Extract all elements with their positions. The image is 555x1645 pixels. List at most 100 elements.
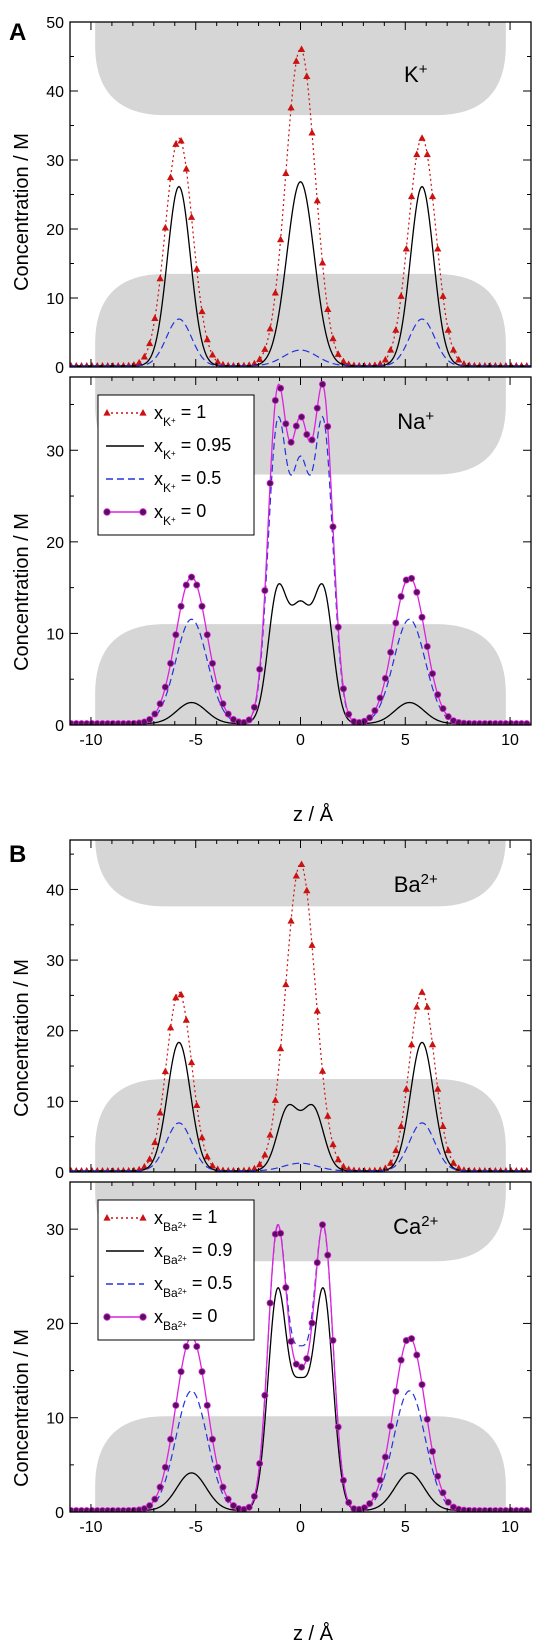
series-marker: [413, 588, 421, 596]
series-marker: [429, 1447, 437, 1455]
series-marker: [318, 1067, 327, 1074]
series-marker: [298, 1363, 306, 1371]
y-tick-label: 40: [46, 84, 64, 101]
series-marker: [287, 438, 295, 446]
series-marker: [418, 1381, 426, 1389]
series-marker: [140, 352, 148, 360]
series-marker: [371, 707, 379, 715]
plot-ba-2plus: 0 10 20 30 40 Ba2+: [46, 839, 532, 1182]
series-marker: [303, 886, 311, 894]
legend-label: xBa2+ = 0.5: [154, 1273, 232, 1300]
series-marker: [271, 396, 279, 404]
y-tick-label: 20: [46, 1024, 64, 1041]
series-marker: [439, 292, 447, 299]
series-marker: [182, 1342, 190, 1350]
series-marker: [276, 1044, 285, 1052]
series-marker: [334, 1155, 342, 1163]
series-marker: [282, 980, 290, 988]
series-marker: [303, 1355, 311, 1363]
y-tick-label: 10: [46, 291, 64, 308]
series-marker: [366, 714, 374, 722]
y-axis-label-1: Concentration / M: [11, 133, 33, 291]
series-marker: [392, 1387, 400, 1395]
pore-band-bottom: [95, 1079, 506, 1172]
series-marker: [313, 404, 321, 412]
series-marker: [187, 1058, 196, 1066]
y-tick-label: 0: [55, 1505, 64, 1522]
series-marker: [402, 1085, 410, 1092]
series-marker: [345, 710, 353, 718]
series-marker: [308, 436, 316, 444]
series-marker: [166, 1023, 175, 1031]
series-marker: [292, 57, 300, 64]
series-marker: [182, 1016, 190, 1023]
legend-marker: [139, 508, 147, 516]
x-tick-label: 5: [401, 1519, 410, 1536]
pore-band-bottom: [95, 1416, 506, 1512]
series-marker: [166, 173, 175, 181]
series-marker: [156, 1108, 164, 1116]
series-marker: [208, 1435, 216, 1443]
series-marker: [261, 1150, 269, 1158]
series-marker: [439, 1122, 447, 1129]
series-marker: [444, 1146, 452, 1154]
series-marker: [376, 1476, 384, 1484]
legend-marker: [103, 1313, 111, 1321]
series-marker: [313, 1007, 321, 1014]
x-axis-label-b: z / Å: [293, 1622, 334, 1645]
series-marker: [439, 1489, 447, 1497]
series-marker: [203, 1152, 211, 1160]
series-marker: [434, 1085, 442, 1092]
series-marker: [292, 1360, 300, 1368]
series-marker: [397, 1356, 405, 1364]
y-tick-label: 0: [55, 1165, 64, 1182]
series-marker: [271, 288, 279, 296]
series-marker: [277, 384, 285, 392]
series-marker: [282, 169, 290, 177]
series-marker: [297, 860, 306, 868]
series-marker: [376, 694, 384, 702]
series-marker: [193, 1342, 201, 1350]
series-marker: [256, 1160, 264, 1168]
series-marker: [387, 1422, 395, 1430]
x-tick-label: -5: [189, 732, 203, 749]
y-tick-label: 20: [46, 222, 64, 239]
series-marker: [261, 345, 269, 352]
series-marker: [198, 602, 206, 610]
series-marker: [324, 423, 332, 431]
series-marker: [423, 150, 431, 158]
series-marker: [177, 990, 185, 998]
pore-band-bottom: [95, 273, 506, 367]
series-marker: [444, 713, 452, 721]
series-marker: [428, 1040, 437, 1048]
series-marker: [214, 1463, 222, 1471]
series-marker: [360, 717, 368, 725]
series-marker: [203, 631, 211, 639]
y-tick-label: 30: [46, 443, 64, 460]
series-marker: [203, 1401, 211, 1409]
series-marker: [287, 1337, 295, 1345]
x-tick-label: -10: [79, 1519, 102, 1536]
y-tick-label: 30: [46, 153, 64, 170]
series-marker: [282, 420, 290, 428]
legend-label: xK+ = 0.95: [154, 435, 231, 462]
y-axis-label-2: Concentration / M: [11, 513, 33, 671]
series-marker: [151, 710, 159, 718]
series-marker: [345, 1498, 353, 1506]
series-marker: [172, 140, 180, 147]
series-marker: [408, 574, 416, 582]
series-marker: [407, 1040, 416, 1048]
series-marker: [177, 1368, 185, 1376]
series-marker: [319, 380, 327, 388]
series-marker: [256, 1460, 264, 1468]
series-marker: [392, 326, 400, 333]
legend-marker: [103, 409, 111, 416]
x-tick-label: 10: [501, 1519, 519, 1536]
series-marker: [151, 314, 159, 321]
legend-label: xK+ = 0.5: [154, 468, 221, 495]
series-marker: [167, 659, 175, 667]
series-marker: [156, 274, 164, 282]
series-marker: [449, 346, 458, 353]
